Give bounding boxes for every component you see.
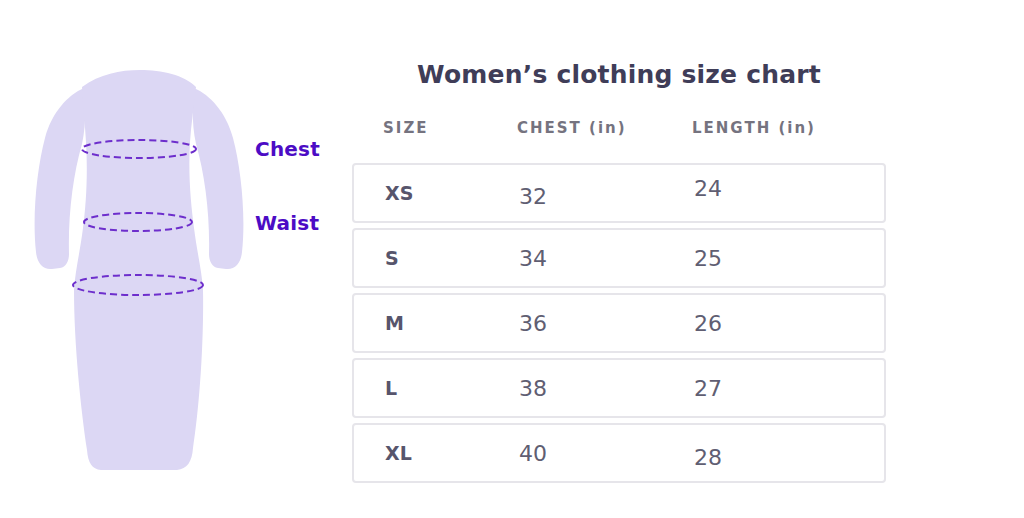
length-cell: 27 — [694, 376, 884, 401]
size-table: XS 32 24 S 34 25 M 36 26 L 38 27 XL 40 2… — [352, 163, 886, 483]
size-cell: L — [385, 377, 519, 399]
size-cell: XL — [385, 442, 519, 464]
length-cell: 25 — [694, 246, 884, 271]
length-cell: 26 — [694, 311, 884, 336]
waist-label: Waist — [255, 211, 319, 235]
size-cell: M — [385, 312, 519, 334]
column-header-length: LENGTH (in) — [692, 119, 886, 137]
column-header-chest: CHEST (in) — [517, 119, 692, 137]
dress-illustration — [0, 0, 340, 518]
table-row-m: M 36 26 — [352, 293, 886, 353]
chest-cell: 40 — [519, 441, 694, 466]
chest-cell: 34 — [519, 246, 694, 271]
table-header-row: SIZE CHEST (in) LENGTH (in) — [352, 119, 886, 137]
size-cell: XS — [385, 182, 519, 204]
chest-label: Chest — [255, 137, 320, 161]
chest-cell: 38 — [519, 376, 694, 401]
table-row-l: L 38 27 — [352, 358, 886, 418]
chest-cell: 36 — [519, 311, 694, 336]
size-chart-panel: Women’s clothing size chart SIZE CHEST (… — [352, 60, 886, 488]
page-title: Women’s clothing size chart — [352, 60, 886, 89]
size-cell: S — [385, 247, 519, 269]
table-row-s: S 34 25 — [352, 228, 886, 288]
table-row-xs: XS 32 24 — [352, 163, 886, 223]
length-cell: 28 — [694, 445, 884, 470]
dress-right-sleeve — [193, 88, 244, 269]
dress-body — [74, 70, 203, 470]
table-row-xl: XL 40 28 — [352, 423, 886, 483]
dress-left-sleeve — [35, 88, 86, 269]
length-cell: 24 — [694, 176, 884, 201]
column-header-size: SIZE — [383, 119, 517, 137]
size-diagram — [0, 0, 340, 518]
chest-cell: 32 — [519, 184, 694, 209]
